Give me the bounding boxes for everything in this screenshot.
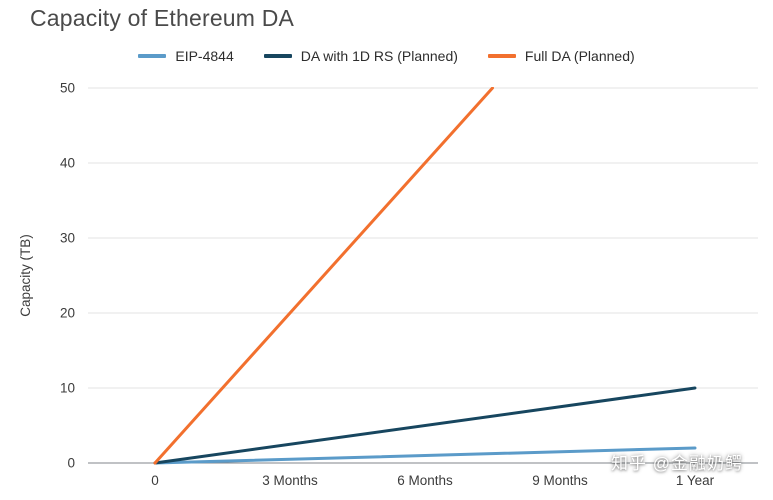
y-tick-label: 10: [60, 381, 75, 396]
y-axis-title: Capacity (TB): [18, 234, 33, 317]
legend-swatch: [138, 54, 167, 58]
x-tick-label: 6 Months: [397, 473, 453, 488]
legend-swatch: [263, 54, 292, 58]
y-tick-label: 0: [67, 456, 75, 471]
series-line: [153, 386, 697, 465]
y-tick-label: 50: [60, 81, 75, 96]
chart-title: Capacity of Ethereum DA: [30, 5, 295, 31]
legend-label: Full DA (Planned): [524, 48, 635, 64]
x-tick-label: 1 Year: [676, 473, 715, 488]
y-tick-label: 30: [60, 231, 75, 246]
series-line: [153, 446, 697, 465]
y-tick-label: 40: [60, 156, 75, 171]
chart-legend: EIP-4844 DA with 1D RS (Planned) Full DA (…: [0, 48, 773, 64]
series-lines: [153, 87, 697, 465]
y-tick-label: 20: [60, 306, 75, 321]
x-tick-label: 0: [151, 473, 159, 488]
legend-item: DA with 1D RS (Planned): [263, 48, 458, 64]
series-line: [153, 87, 494, 465]
legend-label: DA with 1D RS (Planned): [300, 48, 458, 64]
x-tick-label: 3 Months: [262, 473, 318, 488]
legend-item: EIP-4844: [138, 48, 234, 64]
legend-swatch: [487, 54, 516, 58]
legend-item: Full DA (Planned): [487, 48, 635, 64]
legend-label: EIP-4844: [175, 48, 234, 64]
x-tick-label: 9 Months: [532, 473, 588, 488]
